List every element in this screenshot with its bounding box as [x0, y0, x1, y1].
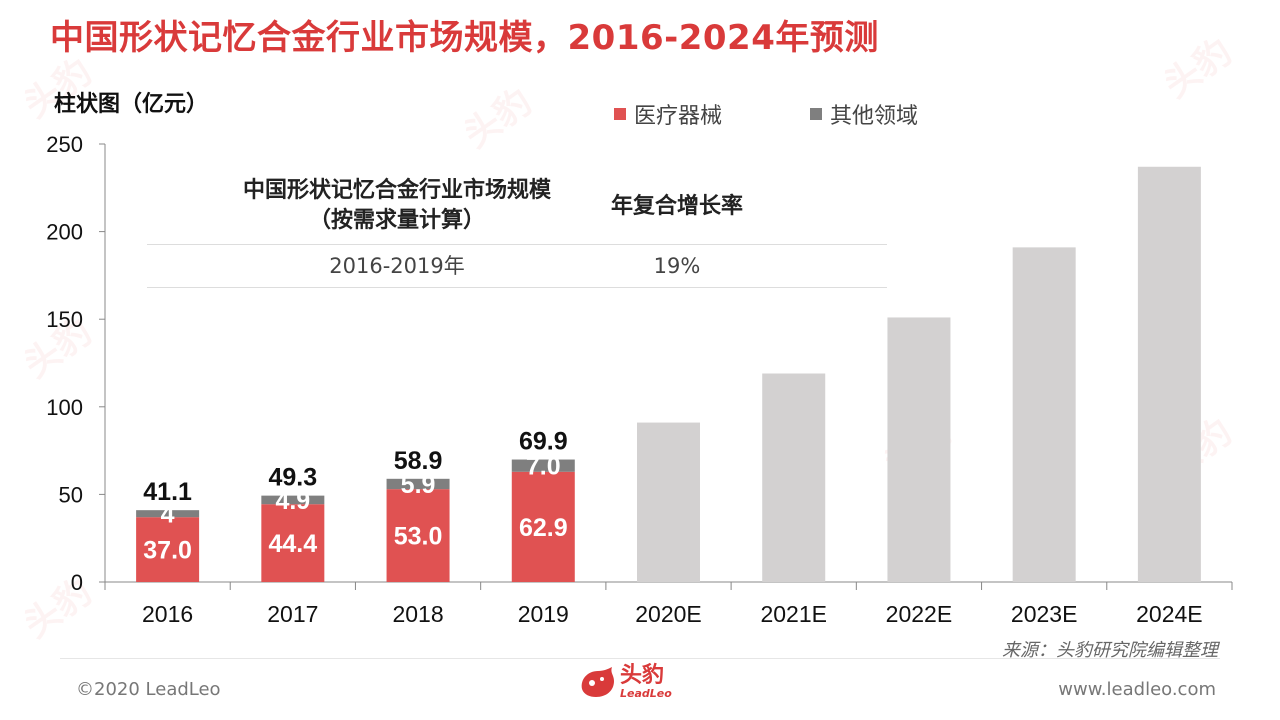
cagr-period: 2016-2019年 — [329, 254, 465, 278]
bar-segment — [887, 317, 951, 582]
cagr-header-rate: 年复合增长率 — [610, 194, 743, 219]
bar-segment — [136, 517, 200, 582]
x-tick-label: 2019 — [518, 601, 569, 627]
x-tick-label: 2020E — [635, 601, 702, 627]
bar-segment — [511, 471, 575, 582]
y-tick-label: 250 — [46, 132, 83, 157]
x-tick-label: 2021E — [760, 601, 827, 627]
cagr-table: 中国形状记忆合金行业市场规模 （按需求量计算） 年复合增长率 2016-2019… — [147, 170, 887, 288]
cagr-table-row: 2016-2019年 19% — [147, 245, 887, 288]
cagr-header-market: 中国形状记忆合金行业市场规模 （按需求量计算） — [147, 170, 647, 244]
bar-segment — [261, 495, 325, 505]
footer-divider — [60, 658, 1220, 659]
legend-swatch — [614, 108, 626, 120]
data-label: 62.9 — [519, 514, 568, 542]
total-label: 58.9 — [394, 447, 443, 475]
data-label: 4.9 — [275, 487, 310, 515]
leopard-icon — [581, 667, 614, 697]
website-link[interactable]: www.leadleo.com — [1058, 679, 1216, 700]
bar-segment — [762, 373, 826, 582]
legend-swatch — [810, 108, 822, 120]
data-label: 37.0 — [143, 537, 192, 565]
data-label: 53.0 — [394, 523, 443, 551]
bar-segment — [1137, 166, 1201, 582]
bar-segment — [386, 489, 450, 582]
total-label: 69.9 — [519, 428, 568, 456]
source-note: 来源：头豹研究院编辑整理 — [1002, 640, 1218, 661]
legend-label: 医疗器械 — [634, 104, 723, 129]
x-tick-label: 2023E — [1011, 601, 1078, 627]
bar-segment — [136, 510, 200, 518]
data-label: 44.4 — [268, 530, 317, 558]
legend-item-other: 其他领域 — [810, 98, 918, 130]
cagr-header-line1: 中国形状记忆合金行业市场规模 — [242, 178, 551, 203]
x-tick-label: 2024E — [1136, 601, 1203, 627]
cagr-rate: 19% — [653, 254, 701, 278]
bar-segment — [261, 504, 325, 582]
data-label: 4 — [161, 501, 175, 529]
logo-text-en: LeadLeo — [620, 687, 672, 700]
x-tick-label: 2016 — [142, 601, 193, 627]
legend-item-medical: 医疗器械 — [614, 98, 722, 130]
cagr-table-header: 中国形状记忆合金行业市场规模 （按需求量计算） 年复合增长率 — [147, 170, 887, 245]
leadleo-logo: 头豹 LeadLeo — [578, 664, 672, 700]
y-tick-label: 100 — [46, 395, 83, 420]
y-tick-label: 150 — [46, 307, 83, 332]
x-tick-label: 2018 — [392, 601, 443, 627]
x-tick-label: 2022E — [886, 601, 953, 627]
y-tick-label: 200 — [46, 220, 83, 245]
total-label: 41.1 — [143, 478, 192, 506]
bar-segment — [511, 459, 575, 472]
copyright: ©2020 LeadLeo — [76, 679, 221, 700]
data-label: 7.0 — [526, 453, 561, 481]
bar-segment — [1012, 247, 1076, 583]
logo-text-cn: 头豹 — [620, 663, 665, 688]
cagr-header-line2: （按需求量计算） — [308, 208, 485, 233]
data-label: 5.9 — [401, 471, 436, 499]
total-label: 49.3 — [268, 464, 317, 492]
x-tick-label: 2017 — [267, 601, 318, 627]
y-tick-label: 50 — [59, 482, 83, 507]
unit-label: 柱状图（亿元） — [54, 92, 209, 117]
page-title: 中国形状记忆合金行业市场规模，2016-2024年预测 — [50, 18, 879, 58]
bar-segment — [386, 478, 450, 490]
bar-segment — [637, 422, 700, 582]
y-tick-label: 0 — [71, 570, 83, 595]
legend-label: 其他领域 — [830, 104, 919, 129]
